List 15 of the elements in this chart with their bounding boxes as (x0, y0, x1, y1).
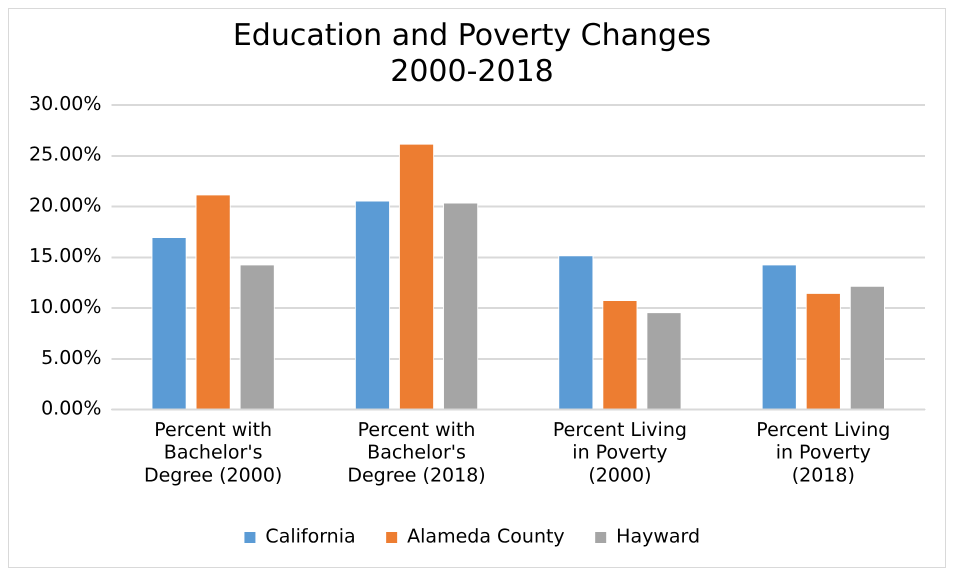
y-tick-label: 30.00% (28, 92, 102, 115)
legend-label: Alameda County (407, 525, 565, 548)
x-tick-label: Percent with Bachelor's Degree (2018) (347, 418, 486, 487)
x-tick-label: Percent Living in Poverty (2000) (552, 418, 687, 487)
y-tick-label: 5.00% (41, 346, 102, 369)
y-tick-label: 20.00% (28, 194, 102, 216)
x-tick-label: Percent with Bachelor's Degree (2000) (144, 418, 282, 487)
y-tick-label: 10.00% (28, 296, 102, 318)
legend-label: California (265, 525, 356, 548)
x-tick-label: Percent Living in Poverty (2018) (756, 418, 890, 487)
y-tick-label: 15.00% (28, 245, 102, 268)
legend-label: Hayward (616, 525, 700, 548)
chart-title: Education and Poverty Changes 2000-2018 (232, 18, 712, 89)
y-tick-label: 0.00% (41, 398, 102, 420)
y-tick-label: 25.00% (28, 144, 102, 166)
